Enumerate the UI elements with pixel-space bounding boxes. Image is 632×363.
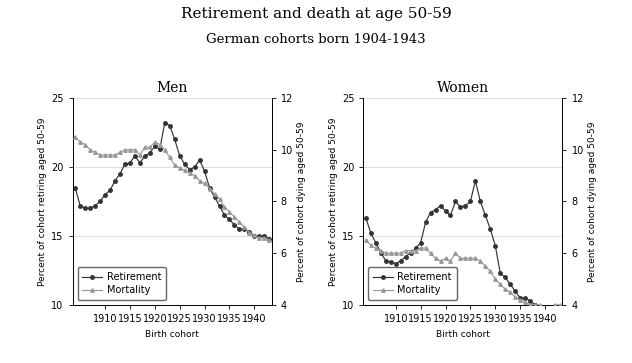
Title: Women: Women bbox=[437, 81, 489, 95]
Legend: Retirement, Mortality: Retirement, Mortality bbox=[78, 268, 166, 300]
X-axis label: Birth cohort: Birth cohort bbox=[436, 330, 490, 339]
Y-axis label: Percent of cohort dying aged 50-59: Percent of cohort dying aged 50-59 bbox=[297, 121, 307, 282]
Legend: Retirement, Mortality: Retirement, Mortality bbox=[368, 268, 457, 300]
Title: Men: Men bbox=[157, 81, 188, 95]
Y-axis label: Percent of cohort dying aged 50-59: Percent of cohort dying aged 50-59 bbox=[588, 121, 597, 282]
Text: German cohorts born 1904-1943: German cohorts born 1904-1943 bbox=[206, 33, 426, 46]
X-axis label: Birth cohort: Birth cohort bbox=[145, 330, 199, 339]
Y-axis label: Percent of cohort retiring aged 50-59: Percent of cohort retiring aged 50-59 bbox=[38, 117, 47, 286]
Y-axis label: Percent of cohort retiring aged 50-59: Percent of cohort retiring aged 50-59 bbox=[329, 117, 337, 286]
Text: Retirement and death at age 50-59: Retirement and death at age 50-59 bbox=[181, 7, 451, 21]
